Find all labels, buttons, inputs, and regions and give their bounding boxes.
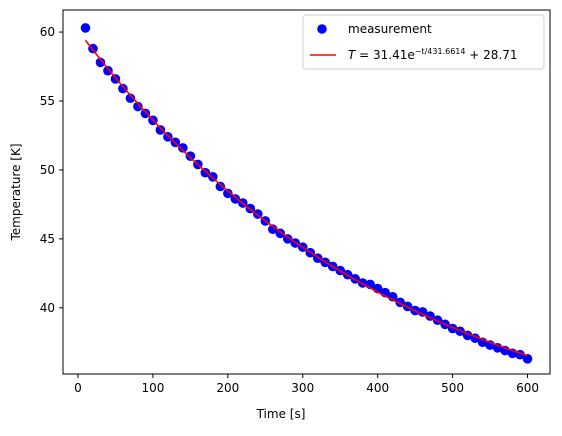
plot-frame [62, 9, 551, 375]
y-tick-label: 40 [40, 301, 55, 315]
axis-layer: 0 100 200 300 400 500 600 40 45 50 55 60 [40, 25, 539, 395]
legend-fit-equals: = 31.41e [355, 48, 414, 62]
fit-curve [84, 39, 528, 357]
data-point [95, 57, 106, 68]
data-point [267, 224, 278, 235]
data-point [200, 167, 211, 178]
legend-fit-exponent: −t/431.6614 [415, 47, 466, 56]
y-axis-label: Temperature [K] [9, 143, 23, 241]
y-tick-label: 60 [40, 25, 55, 39]
data-point [133, 101, 143, 112]
data-point [155, 125, 166, 135]
data-point [282, 234, 293, 244]
data-point [417, 307, 428, 317]
legend-marker-measurement [317, 24, 327, 34]
legend-fit-suffix: + 28.71 [465, 48, 517, 62]
x-tick-label: 200 [216, 381, 239, 395]
x-tick-label: 0 [74, 381, 82, 395]
data-point [185, 151, 196, 161]
legend-frame [302, 14, 545, 70]
data-point [125, 93, 136, 104]
legend-label-fit: T = 31.41e−t/431.6614 + 28.71 [348, 47, 518, 62]
data-point [522, 354, 533, 364]
x-tick-label: 300 [291, 381, 314, 395]
data-point [140, 108, 151, 119]
legend: measurement T = 31.41e−t/431.6614 + 28.7… [302, 14, 545, 70]
data-point [103, 65, 113, 76]
y-tick-label: 55 [40, 94, 55, 108]
data-point [118, 83, 128, 94]
legend-label-measurement: measurement [348, 22, 432, 36]
y-tick-label: 45 [40, 232, 55, 246]
y-tick-label: 50 [40, 163, 55, 177]
data-point [223, 188, 233, 199]
data-point [163, 132, 173, 142]
legend-fit-symbol: T [348, 48, 357, 62]
data-point [230, 194, 241, 204]
x-tick-label: 600 [516, 381, 539, 395]
x-tick-label: 100 [141, 381, 164, 395]
plot-layer [80, 23, 533, 364]
data-point [80, 23, 91, 33]
x-axis-label: Time [s] [256, 407, 306, 421]
x-tick-label: 400 [366, 381, 389, 395]
data-point [215, 181, 226, 192]
x-tick-label: 500 [441, 381, 464, 395]
data-point [178, 143, 188, 153]
